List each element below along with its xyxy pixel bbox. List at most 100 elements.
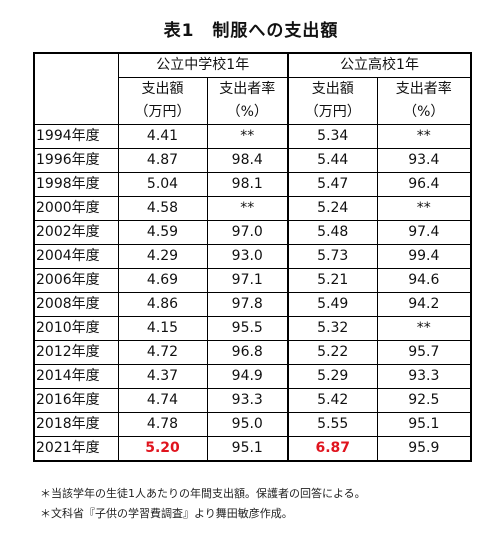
jh-rate-cell: 96.8 xyxy=(206,340,290,365)
table-row: 1996年度 4.87 98.4 5.44 93.4 xyxy=(33,148,473,173)
table-row: 2016年度 4.74 93.3 5.42 92.5 xyxy=(33,388,473,413)
jh-amount-cell: 4.15 xyxy=(117,316,208,341)
header-row-groups: 公立中学校1年 公立高校1年 xyxy=(33,52,473,78)
hs-amount-cell: 5.49 xyxy=(287,292,378,317)
hs-rate-cell: ** xyxy=(376,316,473,341)
hs-amount-cell: 5.32 xyxy=(287,316,378,341)
group-header-junior-high: 公立中学校1年 xyxy=(117,52,290,78)
jh-rate-cell: 94.9 xyxy=(206,364,290,389)
jh-amount-cell: 4.29 xyxy=(117,244,208,269)
unit-jh-rate: （%） xyxy=(206,101,290,125)
jh-amount-cell: 4.58 xyxy=(117,196,208,221)
hs-rate-cell: ** xyxy=(376,196,473,221)
table-row: 2004年度 4.29 93.0 5.73 99.4 xyxy=(33,244,473,269)
hs-amount-cell: 5.22 xyxy=(287,340,378,365)
jh-rate-cell: 93.3 xyxy=(206,388,290,413)
unit-hs-amount: （万円） xyxy=(287,101,378,125)
table-row: 2008年度 4.86 97.8 5.49 94.2 xyxy=(33,292,473,317)
hs-amount-cell: 5.21 xyxy=(287,268,378,293)
hs-rate-cell: 99.4 xyxy=(376,244,473,269)
year-cell: 2000年度 xyxy=(33,196,119,221)
jh-rate-cell: 97.1 xyxy=(206,268,290,293)
unit-hs-rate: （%） xyxy=(376,101,473,125)
jh-rate-cell: ** xyxy=(206,196,290,221)
footnote-source: ＊文科省『子供の学習費調査』より舞田敏彦作成。 xyxy=(40,507,293,520)
corner-cell xyxy=(33,77,119,101)
header-row-units: （万円） （%） （万円） （%） xyxy=(33,101,473,125)
jh-amount-cell: 4.87 xyxy=(117,148,208,173)
header-row-subheaders: 支出額 支出者率 支出額 支出者率 xyxy=(33,77,473,101)
hs-rate-cell: 95.7 xyxy=(376,340,473,365)
year-cell: 2016年度 xyxy=(33,388,119,413)
table-row: 2012年度 4.72 96.8 5.22 95.7 xyxy=(33,340,473,365)
hs-amount-cell: 5.29 xyxy=(287,364,378,389)
hs-rate-cell: 94.2 xyxy=(376,292,473,317)
table-row: 2002年度 4.59 97.0 5.48 97.4 xyxy=(33,220,473,245)
jh-amount-cell: 4.72 xyxy=(117,340,208,365)
year-cell: 2012年度 xyxy=(33,340,119,365)
table-row: 2006年度 4.69 97.1 5.21 94.6 xyxy=(33,268,473,293)
year-cell: 1998年度 xyxy=(33,172,119,197)
jh-rate-cell: 98.1 xyxy=(206,172,290,197)
jh-amount-cell: 4.59 xyxy=(117,220,208,245)
table-row: 2018年度 4.78 95.0 5.55 95.1 xyxy=(33,412,473,437)
hs-amount-cell: 5.47 xyxy=(287,172,378,197)
jh-rate-cell: 97.0 xyxy=(206,220,290,245)
jh-amount-cell: 4.37 xyxy=(117,364,208,389)
hs-amount-cell: 5.24 xyxy=(287,196,378,221)
subheader-hs-rate: 支出者率 xyxy=(376,77,473,101)
table-row: 2000年度 4.58 ** 5.24 ** xyxy=(33,196,473,221)
footnote-definition: ＊当該学年の生徒1人あたりの年間支出額。保護者の回答による。 xyxy=(40,487,366,500)
hs-amount-cell: 5.73 xyxy=(287,244,378,269)
hs-rate-cell: 94.6 xyxy=(376,268,473,293)
hs-rate-cell: 97.4 xyxy=(376,220,473,245)
table-title: 表1 制服への支出額 xyxy=(163,21,339,41)
table-row: 2021年度 5.20 95.1 6.87 95.9 xyxy=(33,436,473,462)
corner-cell xyxy=(33,101,119,125)
hs-rate-cell: 92.5 xyxy=(376,388,473,413)
year-cell: 2006年度 xyxy=(33,268,119,293)
table-row: 1994年度 4.41 ** 5.34 ** xyxy=(33,124,473,149)
table-row: 1998年度 5.04 98.1 5.47 96.4 xyxy=(33,172,473,197)
year-cell: 2021年度 xyxy=(33,436,119,462)
subheader-hs-amount: 支出額 xyxy=(287,77,378,101)
hs-rate-cell: 93.3 xyxy=(376,364,473,389)
jh-amount-cell: 4.41 xyxy=(117,124,208,149)
subheader-jh-rate: 支出者率 xyxy=(206,77,290,101)
jh-rate-cell: 95.5 xyxy=(206,316,290,341)
year-cell: 2004年度 xyxy=(33,244,119,269)
jh-rate-cell: ** xyxy=(206,124,290,149)
table-row: 2010年度 4.15 95.5 5.32 ** xyxy=(33,316,473,341)
hs-amount-cell: 5.55 xyxy=(287,412,378,437)
year-cell: 1996年度 xyxy=(33,148,119,173)
hs-amount-cell: 5.44 xyxy=(287,148,378,173)
hs-rate-cell: ** xyxy=(376,124,473,149)
jh-rate-cell: 95.1 xyxy=(206,436,290,462)
table-row: 2014年度 4.37 94.9 5.29 93.3 xyxy=(33,364,473,389)
unit-jh-amount: （万円） xyxy=(117,101,208,125)
jh-amount-cell: 4.86 xyxy=(117,292,208,317)
jh-amount-cell: 4.74 xyxy=(117,388,208,413)
jh-rate-cell: 95.0 xyxy=(206,412,290,437)
hs-amount-cell: 5.34 xyxy=(287,124,378,149)
subheader-jh-amount: 支出額 xyxy=(117,77,208,101)
uniform-expense-table: 公立中学校1年 公立高校1年 支出額 支出者率 支出額 支出者率 （万円） （%… xyxy=(33,52,473,462)
year-cell: 2010年度 xyxy=(33,316,119,341)
footnotes: ＊当該学年の生徒1人あたりの年間支出額。保護者の回答による。 ＊文科省『子供の学… xyxy=(40,484,366,524)
jh-rate-cell: 98.4 xyxy=(206,148,290,173)
year-cell: 2008年度 xyxy=(33,292,119,317)
year-cell: 2002年度 xyxy=(33,220,119,245)
year-cell: 1994年度 xyxy=(33,124,119,149)
hs-rate-cell: 96.4 xyxy=(376,172,473,197)
hs-amount-cell: 5.48 xyxy=(287,220,378,245)
jh-amount-cell: 5.20 xyxy=(117,436,208,462)
hs-rate-cell: 95.1 xyxy=(376,412,473,437)
hs-rate-cell: 93.4 xyxy=(376,148,473,173)
year-cell: 2018年度 xyxy=(33,412,119,437)
jh-amount-cell: 5.04 xyxy=(117,172,208,197)
jh-rate-cell: 93.0 xyxy=(206,244,290,269)
group-header-high-school: 公立高校1年 xyxy=(287,52,473,78)
jh-amount-cell: 4.69 xyxy=(117,268,208,293)
hs-amount-cell: 6.87 xyxy=(287,436,378,462)
jh-amount-cell: 4.78 xyxy=(117,412,208,437)
